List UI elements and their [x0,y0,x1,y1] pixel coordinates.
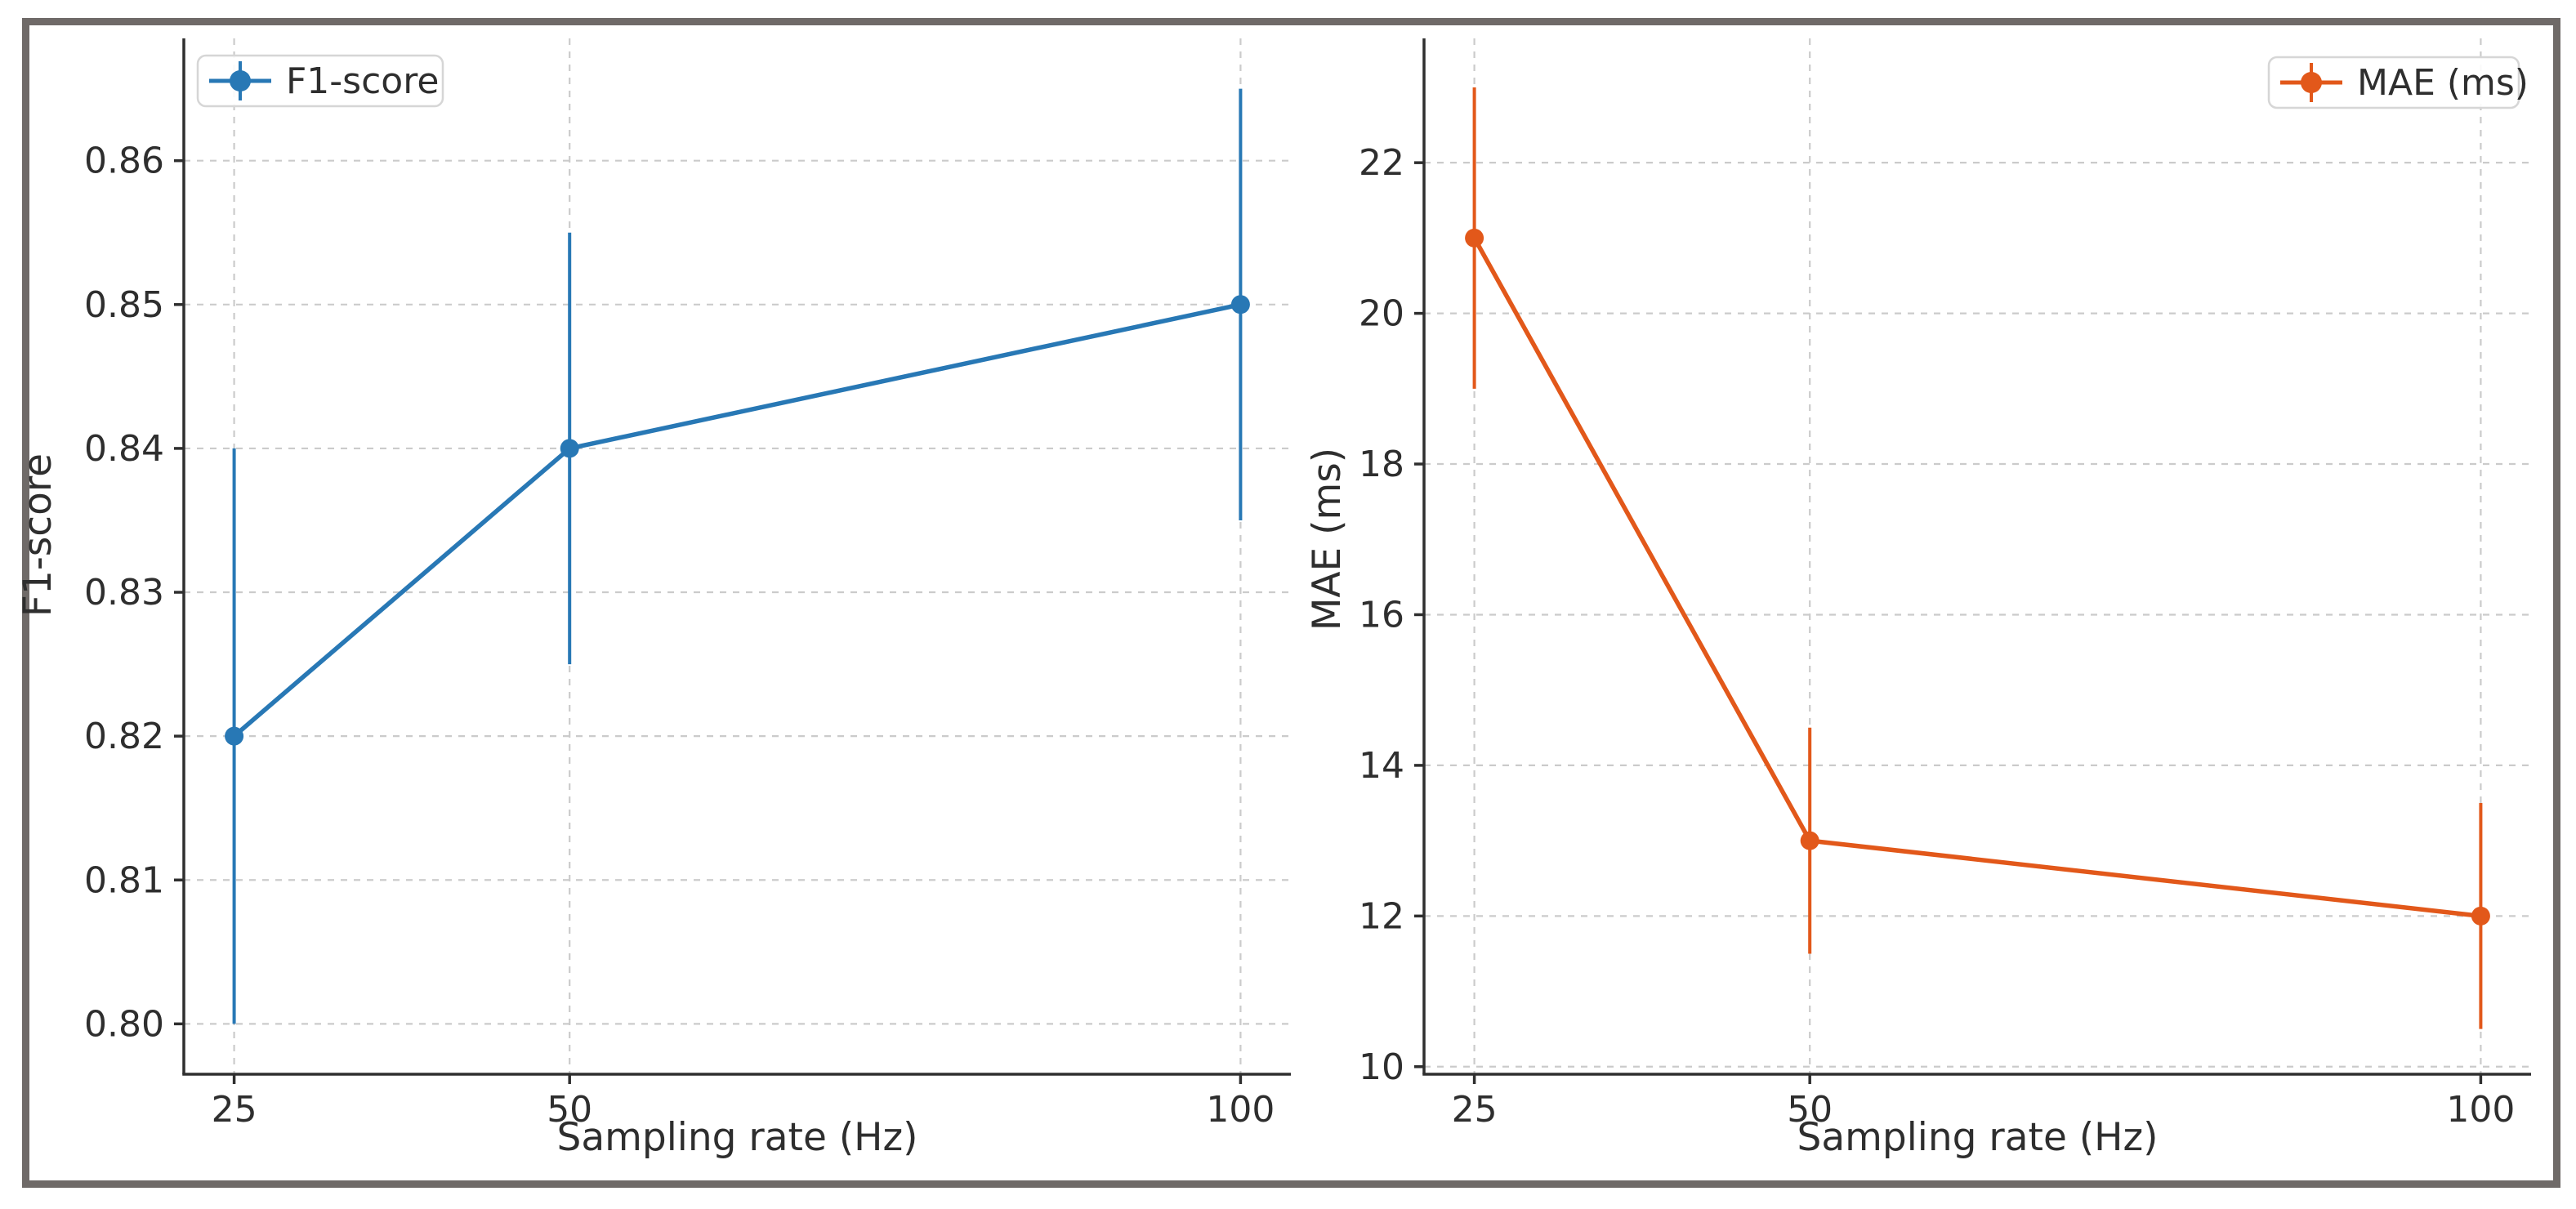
data-point-marker [1465,228,1484,248]
data-point-marker [2471,906,2490,926]
x-tick-label: 25 [1452,1089,1498,1131]
y-tick-label: 20 [1359,293,1404,335]
y-axis-label: MAE (ms) [1305,448,1350,631]
y-tick-label: 0.84 [84,428,164,470]
y-tick-label: 0.83 [84,572,164,613]
y-tick-label: 0.81 [84,859,164,901]
y-tick-label: 22 [1359,142,1404,184]
y-tick-label: 12 [1359,895,1404,937]
legend-label: MAE (ms) [2357,62,2529,104]
data-point-marker [560,439,579,458]
legend-marker [2301,72,2322,93]
legend-box [2267,56,2520,109]
y-tick-label: 0.80 [84,1003,164,1045]
x-axis-label: Sampling rate (Hz) [1797,1115,2158,1160]
legend-label: F1-score [286,60,439,102]
y-tick-label: 0.82 [84,716,164,757]
data-point-marker [1230,295,1250,315]
y-tick-label: 14 [1359,745,1404,787]
x-tick-label: 50 [547,1089,592,1131]
data-point-marker [1800,831,1819,850]
figure-frame [22,18,2560,1188]
y-tick-label: 16 [1359,594,1404,636]
x-tick-label: 25 [212,1089,257,1131]
x-tick-label: 50 [1787,1089,1833,1131]
y-tick-label: 10 [1359,1046,1404,1088]
y-tick-label: 0.85 [84,284,164,326]
x-axis-label: Sampling rate (Hz) [556,1115,917,1160]
y-axis-label: F1-score [16,453,60,617]
legend-marker [230,70,251,91]
y-tick-label: 0.86 [84,141,164,182]
legend-box [196,54,444,108]
x-tick-label: 100 [2446,1089,2515,1131]
x-tick-label: 100 [1206,1089,1275,1131]
data-point-marker [225,726,244,746]
y-tick-label: 18 [1359,444,1404,485]
